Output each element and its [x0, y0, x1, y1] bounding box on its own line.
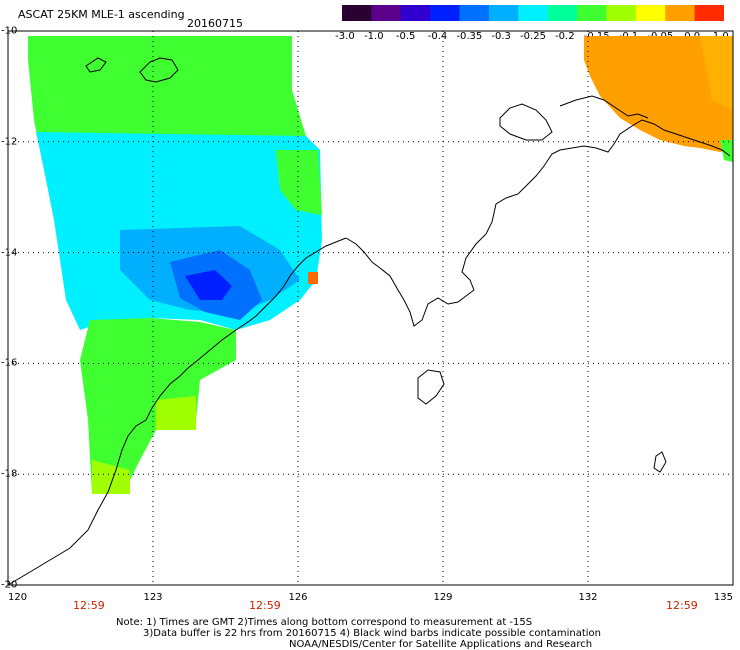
longitude-label: 135 [713, 592, 733, 603]
longitude-label: 129 [433, 592, 453, 603]
latitude-label: -16 [1, 357, 18, 369]
swath-yellowgreen-patch [156, 396, 196, 430]
island-small-1 [653, 451, 667, 473]
colorbar-tick-label: -0.2 [555, 31, 575, 42]
latitude-label: -12 [1, 136, 18, 148]
wind-data-swaths [28, 36, 733, 494]
longitude-label: 132 [578, 592, 598, 603]
swath-green-north [28, 36, 306, 150]
colorbar-tick-label: -0.3 [491, 31, 511, 42]
island-kimberley [139, 57, 179, 83]
latitude-label: -14 [1, 247, 18, 259]
longitude-label: 120 [8, 592, 28, 603]
colorbar-segment [518, 5, 549, 21]
swath-deep-blue [185, 270, 232, 300]
colorbar-segment [577, 5, 607, 21]
island-bonaparte [417, 369, 445, 405]
colorbar-segment [430, 5, 461, 21]
latitude-label: -10 [1, 25, 18, 37]
colorbar-tick-label: -0.5 [395, 31, 416, 42]
swath-orange-pixel [308, 272, 318, 284]
colorbar-segment [342, 5, 372, 21]
note-line-3: NOAA/NESDIS/Center for Satellite Applica… [289, 639, 593, 650]
note-line-1: Note: 1) Times are GMT 2)Times along bot… [116, 617, 533, 628]
time-label-middle: 12:59 [249, 599, 281, 612]
colorbar-segment [635, 5, 666, 21]
coastline-north [345, 119, 731, 327]
map-border [7, 30, 734, 586]
colorbar-tick-label: -0.25 [520, 31, 546, 42]
colorbar-segment [547, 5, 578, 21]
colorbar-segment [488, 5, 519, 21]
grid-lines [8, 31, 733, 585]
date-label: 20160715 [187, 17, 243, 30]
island-tiny [85, 57, 107, 73]
coastline-west [7, 237, 347, 586]
colorbar-tick-label: -0.4 [427, 31, 448, 42]
swath-green-east-edge [720, 140, 733, 162]
latitude-label: -18 [1, 468, 18, 480]
colorbar-gradient [342, 5, 725, 21]
product-title: ASCAT 25KM MLE-1 ascending [18, 8, 185, 21]
colorbar-segment [694, 5, 725, 21]
longitude-label: 123 [143, 592, 163, 603]
map [7, 30, 734, 586]
coast-arnhem [559, 95, 649, 119]
longitude-label: 126 [288, 592, 308, 603]
time-label-right: 12:59 [666, 599, 698, 612]
note-line-2: 3)Data buffer is 22 hrs from 20160715 4)… [143, 628, 601, 639]
island-groote [499, 103, 553, 141]
colorbar-segment [665, 5, 696, 21]
latitude-label: -20 [1, 579, 18, 591]
colorbar-segment [606, 5, 637, 21]
colorbar-tick-label: -1.0 [364, 31, 384, 42]
colorbar-segment [400, 5, 431, 21]
colorbar-segment [371, 5, 402, 21]
colorbar-tick-label: -0.35 [456, 31, 483, 42]
swath-yellowgreen-tip [92, 460, 130, 494]
colorbar-tick-label: -3.0 [335, 31, 355, 42]
coastline [7, 57, 731, 586]
colorbar-segment [459, 5, 490, 21]
swath-green-east [276, 150, 322, 215]
swath-lightorange-east [700, 36, 733, 110]
time-label-left: 12:59 [73, 599, 105, 612]
swath-orange-east [584, 36, 733, 152]
